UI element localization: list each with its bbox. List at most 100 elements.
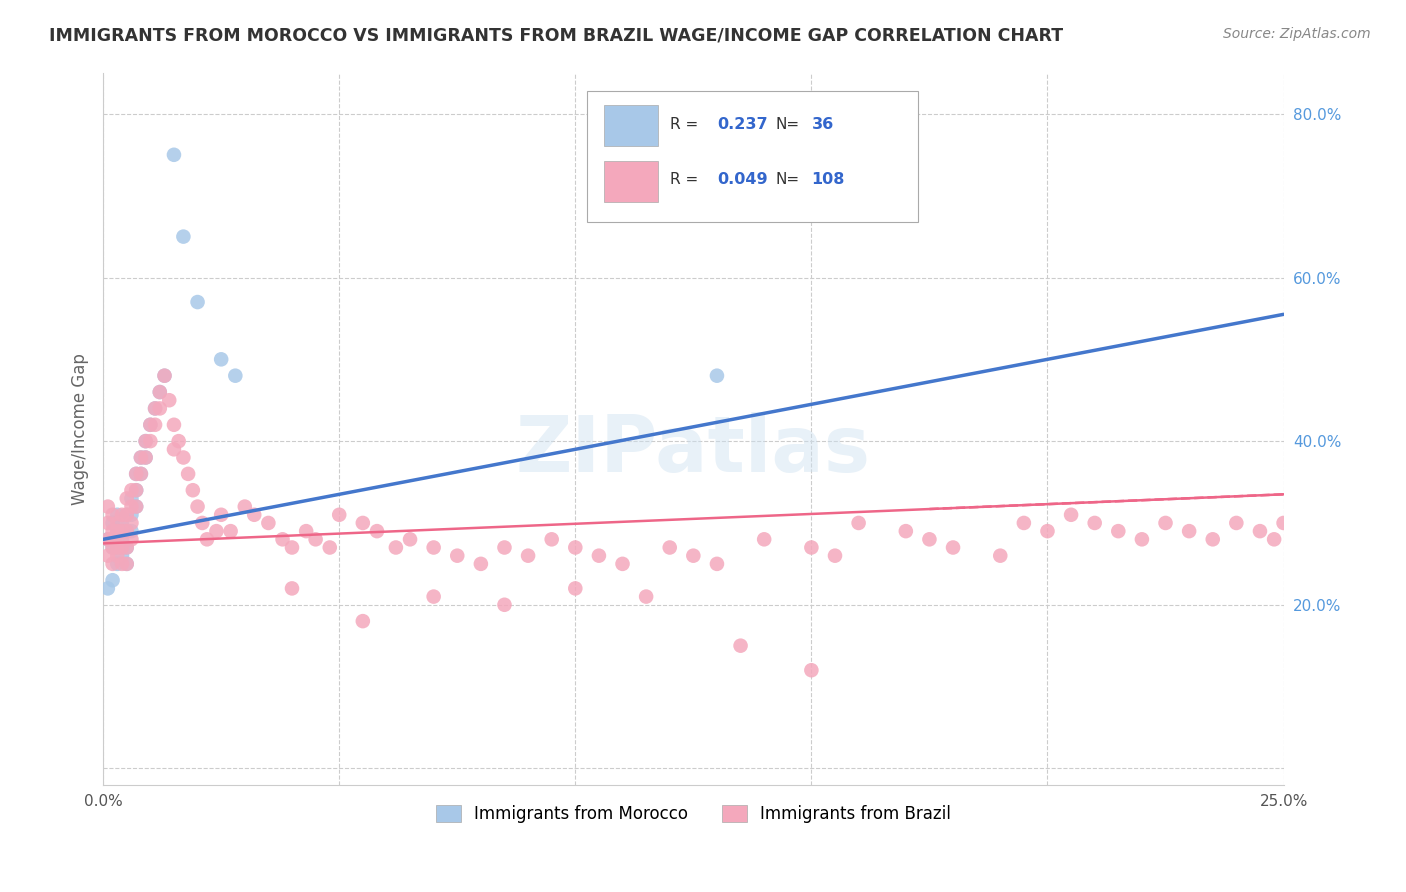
Point — [257, 516, 280, 530]
Point — [800, 541, 823, 555]
Point — [205, 524, 228, 538]
Point — [319, 541, 342, 555]
Point — [125, 500, 148, 514]
Point — [120, 524, 142, 538]
Text: 36: 36 — [811, 117, 834, 132]
FancyBboxPatch shape — [603, 105, 658, 146]
Legend: Immigrants from Morocco, Immigrants from Brazil: Immigrants from Morocco, Immigrants from… — [429, 798, 957, 830]
Point — [163, 442, 186, 457]
Point — [101, 541, 124, 555]
Point — [97, 533, 120, 547]
Text: Source: ZipAtlas.com: Source: ZipAtlas.com — [1223, 27, 1371, 41]
Text: N=: N= — [776, 117, 800, 132]
Point — [706, 557, 728, 571]
Point — [101, 541, 124, 555]
Point — [105, 524, 128, 538]
Point — [153, 368, 176, 383]
Point — [219, 524, 242, 538]
Point — [105, 557, 128, 571]
Point — [494, 541, 516, 555]
Point — [824, 549, 846, 563]
Point — [120, 533, 142, 547]
Point — [115, 557, 138, 571]
Point — [1036, 524, 1059, 538]
Point — [149, 385, 172, 400]
Point — [115, 541, 138, 555]
Point — [328, 508, 350, 522]
Point — [129, 450, 152, 465]
Point — [111, 516, 134, 530]
Point — [942, 541, 965, 555]
Point — [1178, 524, 1201, 538]
Point — [399, 533, 422, 547]
Point — [135, 434, 157, 449]
Point — [422, 590, 444, 604]
Point — [352, 516, 374, 530]
Point — [163, 148, 186, 162]
Point — [115, 524, 138, 538]
Text: IMMIGRANTS FROM MOROCCO VS IMMIGRANTS FROM BRAZIL WAGE/INCOME GAP CORRELATION CH: IMMIGRANTS FROM MOROCCO VS IMMIGRANTS FR… — [49, 27, 1063, 45]
Point — [271, 533, 294, 547]
Point — [120, 491, 142, 506]
Point — [800, 663, 823, 677]
Text: 0.237: 0.237 — [717, 117, 768, 132]
Point — [209, 508, 232, 522]
Point — [135, 450, 157, 465]
Point — [1225, 516, 1247, 530]
Point — [139, 434, 162, 449]
Point — [125, 467, 148, 481]
Point — [304, 533, 326, 547]
Point — [191, 516, 214, 530]
Point — [125, 483, 148, 498]
Point — [97, 582, 120, 596]
Point — [1084, 516, 1107, 530]
Point — [135, 450, 157, 465]
Point — [97, 533, 120, 547]
Point — [143, 417, 166, 432]
Point — [1249, 524, 1271, 538]
Point — [143, 401, 166, 416]
Point — [101, 533, 124, 547]
Point — [682, 549, 704, 563]
Point — [517, 549, 540, 563]
Point — [120, 508, 142, 522]
Point — [1060, 508, 1083, 522]
Point — [115, 557, 138, 571]
Point — [115, 541, 138, 555]
Point — [540, 533, 562, 547]
Point — [281, 582, 304, 596]
Point — [105, 524, 128, 538]
Point — [115, 508, 138, 522]
Point — [111, 541, 134, 555]
Point — [125, 483, 148, 498]
Point — [1272, 516, 1295, 530]
Point — [730, 639, 752, 653]
Text: N=: N= — [776, 172, 800, 187]
Point — [101, 557, 124, 571]
Point — [187, 500, 209, 514]
Point — [385, 541, 408, 555]
Point — [243, 508, 266, 522]
Point — [754, 533, 776, 547]
Point — [636, 590, 658, 604]
Point — [115, 524, 138, 538]
Point — [149, 401, 172, 416]
Point — [1130, 533, 1153, 547]
Point — [295, 524, 318, 538]
Point — [115, 491, 138, 506]
Point — [129, 467, 152, 481]
Point — [187, 295, 209, 310]
Point — [105, 541, 128, 555]
Point — [111, 524, 134, 538]
Point — [195, 533, 218, 547]
Point — [172, 229, 194, 244]
Point — [172, 450, 194, 465]
Point — [167, 434, 190, 449]
Point — [120, 500, 142, 514]
Point — [163, 417, 186, 432]
Point — [125, 500, 148, 514]
Point — [848, 516, 870, 530]
Point — [366, 524, 388, 538]
Point — [105, 508, 128, 522]
Point — [658, 541, 681, 555]
